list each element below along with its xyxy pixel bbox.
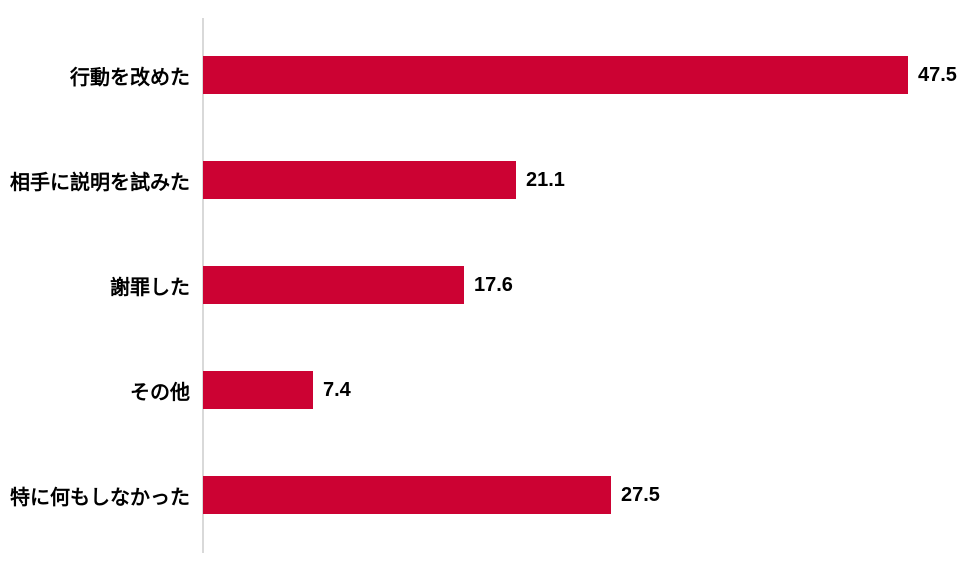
category-label: その他: [130, 382, 190, 404]
category-label: 相手に説明を試みた: [10, 172, 190, 194]
bar-row: 特に何もしなかった 27.5: [0, 443, 966, 548]
category-label: 謝罪した: [110, 277, 190, 299]
bar: [203, 476, 611, 514]
bar-rows-container: 行動を改めた 47.5 相手に説明を試みた 21.1 謝罪した 17.6 その他 7.4 特に何…: [0, 23, 966, 548]
category-label: 行動を改めた: [70, 67, 190, 89]
bar: [203, 56, 908, 94]
value-label: 7.4: [323, 379, 351, 401]
value-label: 21.1: [526, 169, 565, 191]
category-label: 特に何もしなかった: [10, 487, 190, 509]
value-label: 47.5: [918, 64, 957, 86]
value-label: 27.5: [621, 484, 660, 506]
bar: [203, 266, 464, 304]
bar-row: 行動を改めた 47.5: [0, 23, 966, 128]
bar: [203, 371, 313, 409]
bar-row: その他 7.4: [0, 338, 966, 443]
bar: [203, 161, 516, 199]
bar-row: 謝罪した 17.6: [0, 233, 966, 338]
bar-row: 相手に説明を試みた 21.1: [0, 128, 966, 233]
value-label: 17.6: [474, 274, 513, 296]
